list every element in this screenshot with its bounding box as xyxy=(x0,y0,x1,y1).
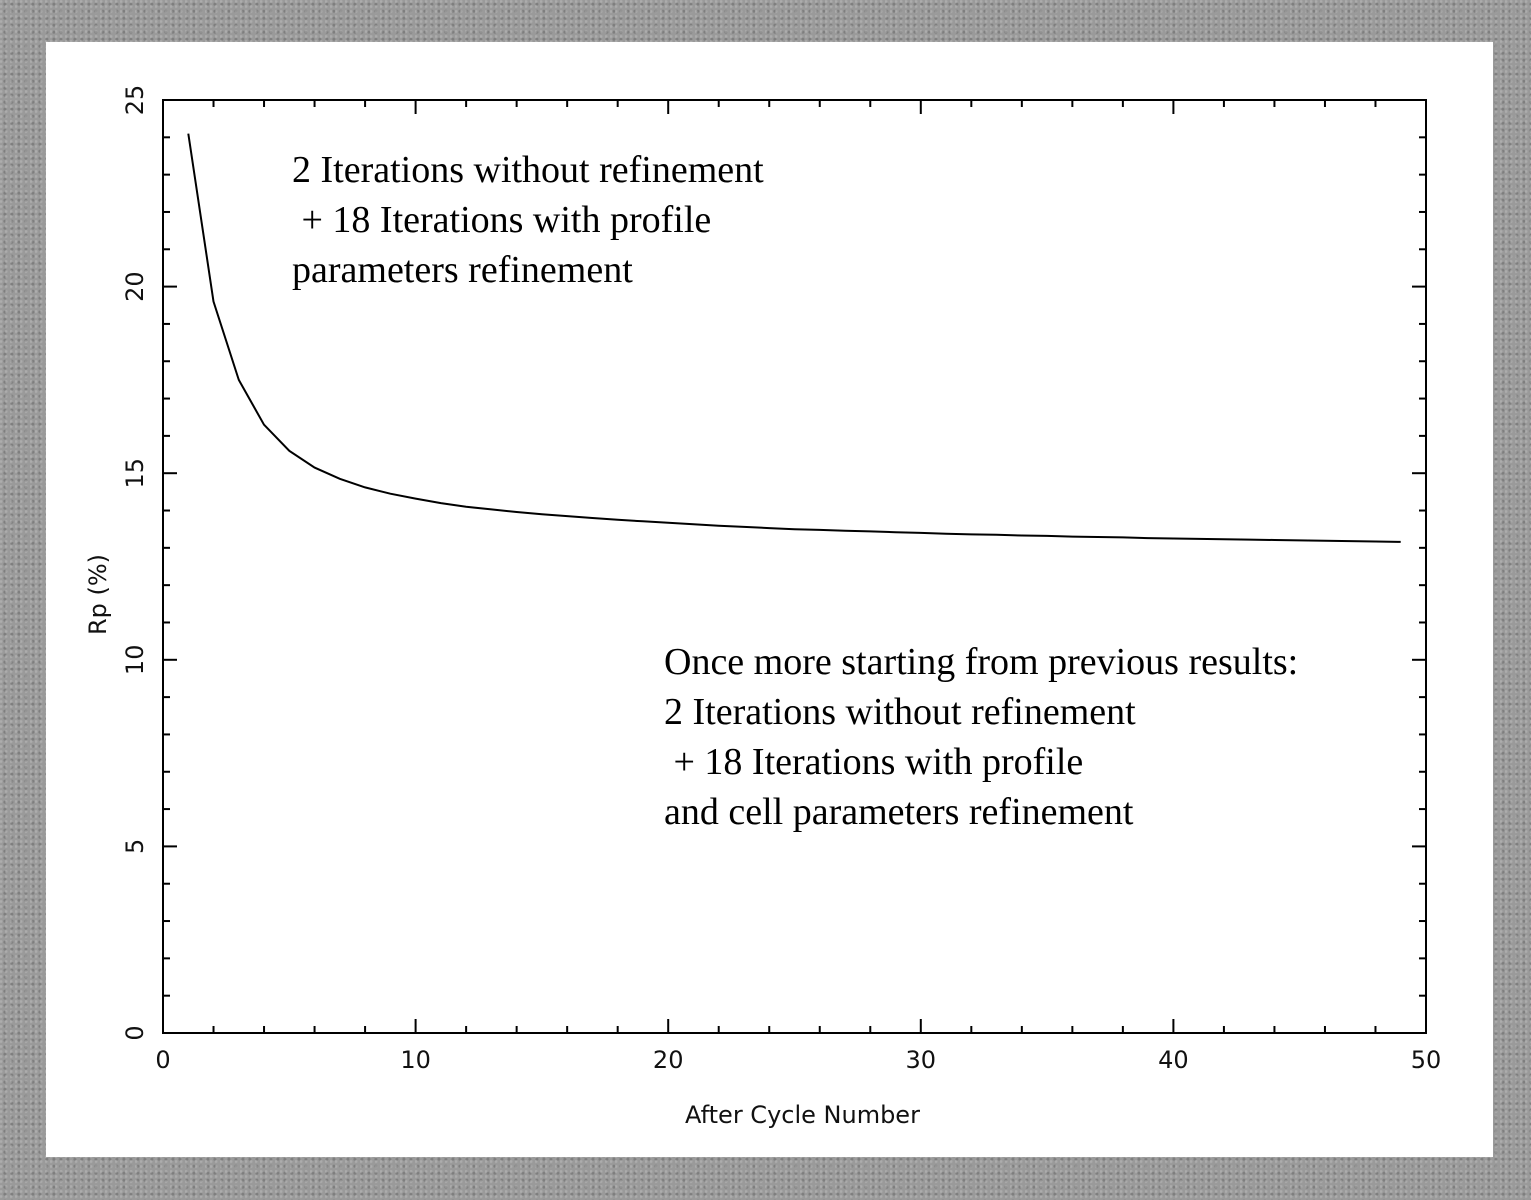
annotation-line: + 18 Iterations with profile xyxy=(292,199,711,241)
annotations: 2 Iterations without refinement + 18 Ite… xyxy=(292,149,1298,833)
minor-ticks xyxy=(163,100,1426,1033)
annotation-line: and cell parameters refinement xyxy=(664,791,1134,833)
x-tick-label: 10 xyxy=(400,1046,431,1074)
rp-chart: 0 10 20 30 40 50 0 5 10 15 20 25 After Cycle Numbe… xyxy=(84,85,1441,1129)
y-tick-label: 0 xyxy=(121,1025,149,1040)
annotation-line: 2 Iterations without refinement xyxy=(292,149,764,191)
y-tick-label: 15 xyxy=(121,458,149,489)
rp-series-line xyxy=(187,133,1401,543)
annotation-line: Once more starting from previous results… xyxy=(664,641,1298,683)
annotation-line: + 18 Iterations with profile xyxy=(664,741,1083,783)
chart-paper: 0 10 20 30 40 50 0 5 10 15 20 25 After Cycle Numbe… xyxy=(46,42,1493,1157)
annotation-line: parameters refinement xyxy=(292,249,633,291)
y-tick-labels: 0 5 10 15 20 25 xyxy=(121,85,149,1041)
annotation-line: 2 Iterations without refinement xyxy=(664,691,1136,733)
y-axis-title: Rp (%) xyxy=(84,554,112,635)
annotation-block: Once more starting from previous results… xyxy=(664,641,1298,833)
annotation-block: 2 Iterations without refinement + 18 Ite… xyxy=(292,149,764,291)
plot-frame xyxy=(162,99,1427,1034)
y-tick-label: 25 xyxy=(121,85,149,116)
x-tick-label: 50 xyxy=(1411,1046,1442,1074)
major-ticks xyxy=(162,99,1427,1034)
x-tick-label: 0 xyxy=(155,1046,170,1074)
x-tick-label: 30 xyxy=(906,1046,937,1074)
x-tick-label: 20 xyxy=(653,1046,684,1074)
x-tick-label: 40 xyxy=(1158,1046,1189,1074)
x-tick-labels: 0 10 20 30 40 50 xyxy=(155,1046,1441,1074)
y-tick-label: 20 xyxy=(121,271,149,302)
y-tick-label: 5 xyxy=(121,839,149,854)
y-tick-label: 10 xyxy=(121,645,149,676)
x-axis-title: After Cycle Number xyxy=(685,1101,920,1129)
